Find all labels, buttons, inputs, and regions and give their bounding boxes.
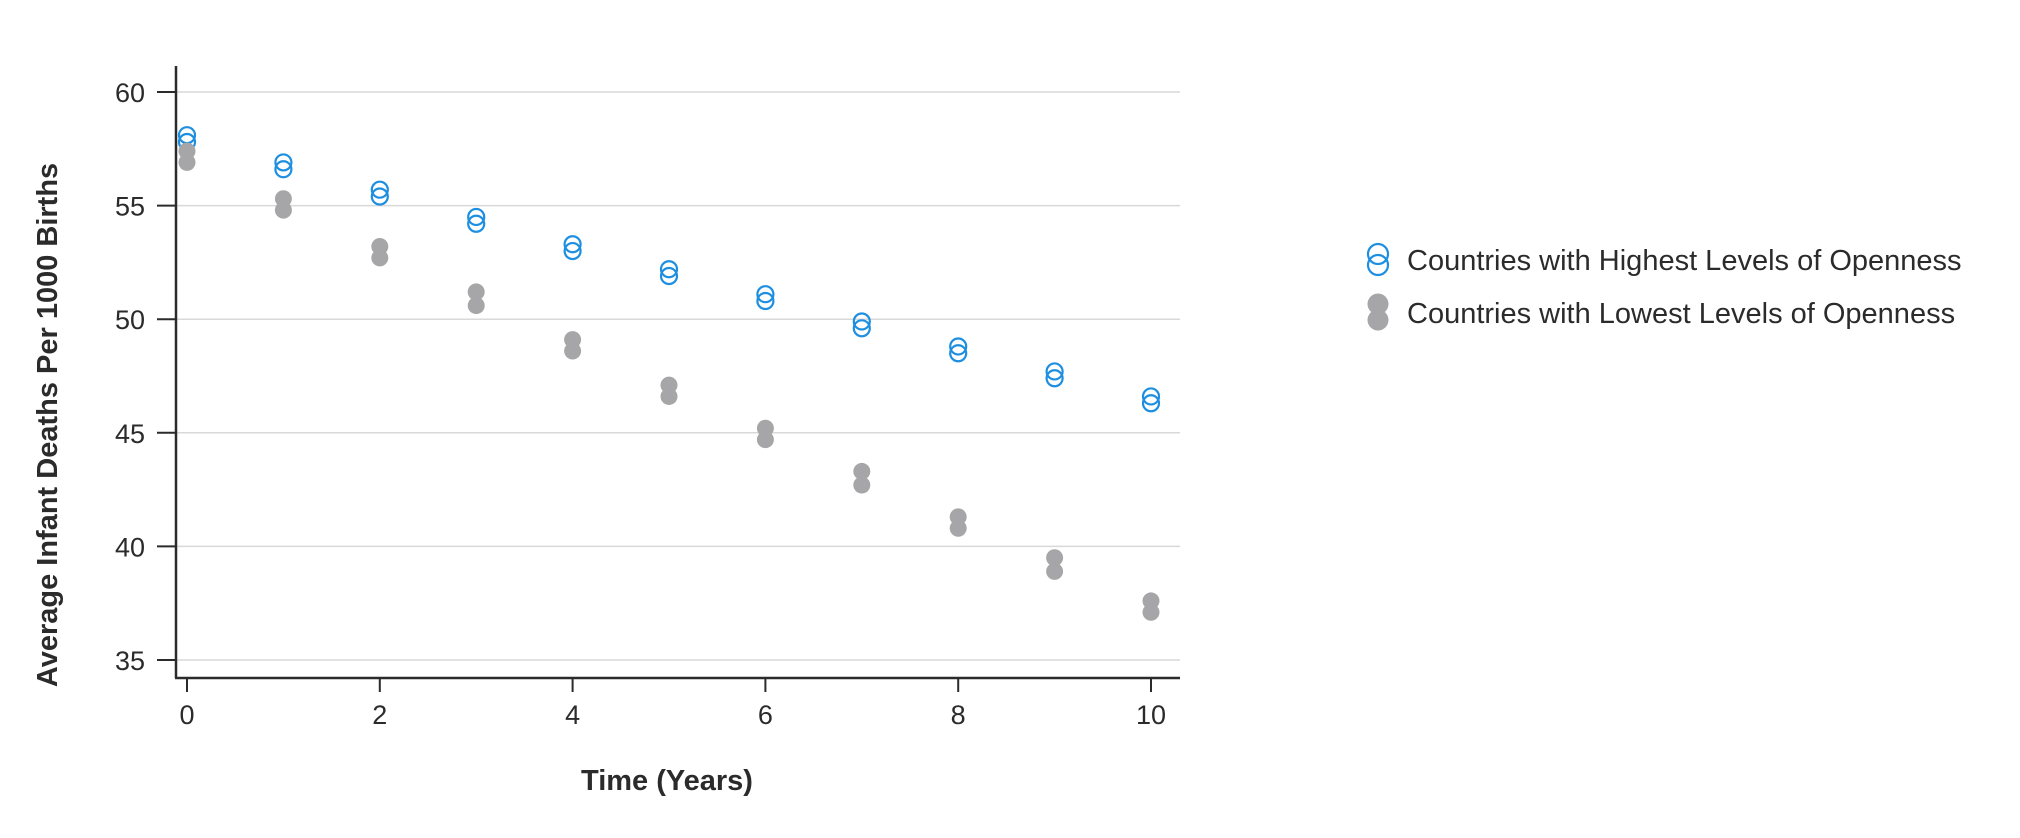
x-tick-label-4: 4 [565,700,580,730]
high-openness-point-7 [467,214,486,233]
high-openness-point-5 [370,187,389,206]
low-openness-point-13 [756,431,774,449]
high-openness-point-2 [274,153,293,172]
y-tick-label-55: 55 [115,192,145,222]
high-openness-point-15 [852,319,871,338]
low-openness-point-15 [853,476,871,494]
legend: Countries with Highest Levels of Opennes… [1366,242,1962,331]
high-openness-point-10 [659,260,679,279]
low-openness-point-9 [564,342,582,360]
high-openness-point-3 [274,160,293,179]
legend-label-low-openness: Countries with Lowest Levels of Openness [1407,298,1955,330]
y-tick-label-60: 60 [115,78,145,108]
high-openness-point-18 [1045,362,1064,381]
high-openness-point-4 [370,180,389,199]
legend-hollow-circle-b [1366,253,1390,277]
high-openness-point-12 [756,285,775,304]
low-openness-point-18 [1046,549,1064,567]
legend-item-low-openness: Countries with Lowest Levels of Openness [1367,293,1955,331]
y-axis-title: Average Infant Deaths Per 1000 Births [32,163,64,687]
low-openness-point-14 [853,462,871,480]
y-tick-label-35: 35 [115,646,145,676]
x-tick-label-0: 0 [179,700,194,730]
low-openness-point-21 [1142,603,1160,621]
legend-filled-circle-a [1367,293,1389,315]
high-openness-point-11 [659,266,679,286]
low-openness-point-11 [660,387,678,405]
high-openness-point-17 [949,344,968,363]
y-tick-label-50: 50 [115,305,145,335]
low-openness-point-6 [467,283,485,301]
high-openness-point-6 [467,207,486,227]
low-openness-point-17 [949,519,967,537]
low-openness-point-7 [467,297,485,315]
high-openness-point-9 [563,241,582,261]
high-openness-point-20 [1141,387,1161,406]
y-tick-label-40: 40 [115,532,145,562]
y-tick-label-45: 45 [115,419,145,449]
grid-lines [176,91,1180,661]
low-openness-point-1 [178,153,196,171]
high-openness-point-19 [1045,369,1064,388]
x-tick-label-2: 2 [372,700,387,730]
legend-marker-hollow-circle [1366,242,1390,277]
x-tick-label-8: 8 [951,700,966,730]
high-openness-point-13 [756,291,775,311]
x-tick-label-10: 10 [1136,700,1166,730]
low-openness-point-5 [371,249,389,267]
high-openness-point-21 [1141,394,1161,413]
legend-hollow-circle-a [1366,242,1390,266]
low-openness-point-19 [1046,562,1064,580]
legend-marker-filled-circle [1367,293,1389,331]
low-openness-point-3 [274,201,292,219]
legend-label-high-openness: Countries with Highest Levels of Opennes… [1407,245,1962,277]
high-openness-point-16 [949,337,968,356]
legend-filled-circle-b [1367,309,1389,331]
x-axis-title: Time (Years) [581,765,753,797]
data-points [177,126,1161,621]
high-openness-point-8 [563,235,582,254]
axes [157,66,1180,692]
legend-item-high-openness: Countries with Highest Levels of Opennes… [1366,242,1962,277]
high-openness-point-14 [852,312,871,331]
tick-labels: 35 40 45 50 55 60 0 2 4 6 8 10 [115,78,1166,730]
x-tick-label-6: 6 [758,700,773,730]
